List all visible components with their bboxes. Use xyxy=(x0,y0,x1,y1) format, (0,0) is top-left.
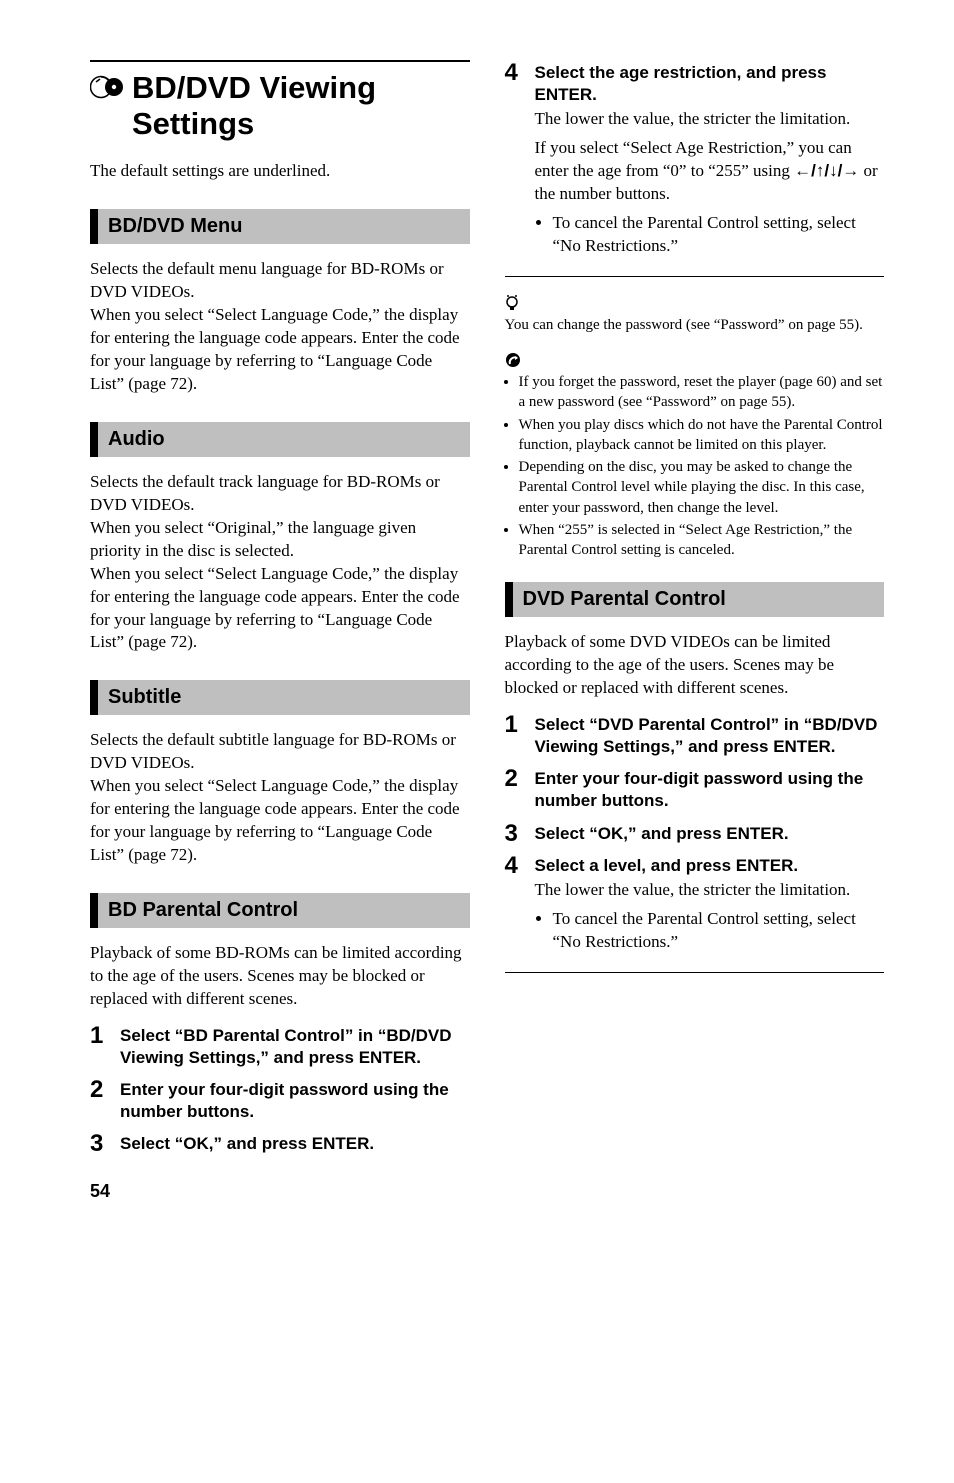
step-number: 4 xyxy=(505,853,535,960)
notes: If you forget the password, reset the pl… xyxy=(505,372,885,560)
step-title: Select a level, and press ENTER. xyxy=(535,855,885,877)
step-title: Select the age restriction, and press EN… xyxy=(535,62,885,106)
right-column: 4 Select the age restriction, and press … xyxy=(505,60,885,1163)
step-number: 4 xyxy=(505,60,535,264)
arrow-keys-icon: ←/↑/↓/→ xyxy=(794,161,859,180)
step-body: Select “DVD Parental Control” in “BD/DVD… xyxy=(535,712,885,760)
tip-icon xyxy=(505,293,885,313)
step-title: Select “BD Parental Control” in “BD/DVD … xyxy=(120,1025,470,1069)
section-bd-dvd-menu: BD/DVD Menu xyxy=(90,209,470,244)
top-rule xyxy=(90,60,470,62)
divider xyxy=(505,276,885,277)
step-body: Select a level, and press ENTER. The low… xyxy=(535,853,885,960)
main-heading-text: BD/DVD Viewing Settings xyxy=(132,70,470,141)
dvd-parental-steps: 1 Select “DVD Parental Control” in “BD/D… xyxy=(505,712,885,959)
step-desc: If you select “Select Age Restriction,” … xyxy=(535,137,885,206)
step-bullet-list: To cancel the Parental Control setting, … xyxy=(535,908,885,954)
step-bullet: To cancel the Parental Control setting, … xyxy=(553,212,885,258)
note-item: When you play discs which do not have th… xyxy=(519,415,885,456)
right-step4: 4 Select the age restriction, and press … xyxy=(505,60,885,264)
body-audio: Selects the default track language for B… xyxy=(90,471,470,655)
note-icon xyxy=(505,349,885,370)
step-item: 3 Select “OK,” and press ENTER. xyxy=(90,1131,470,1157)
step-item: 4 Select a level, and press ENTER. The l… xyxy=(505,853,885,960)
section-dvd-parental: DVD Parental Control xyxy=(505,582,885,617)
main-heading: BD/DVD Viewing Settings xyxy=(90,70,470,141)
body-bd-parental: Playback of some BD-ROMs can be limited … xyxy=(90,942,470,1011)
step-title: Select “OK,” and press ENTER. xyxy=(120,1133,470,1155)
step-number: 2 xyxy=(505,766,535,814)
step-item: 1 Select “DVD Parental Control” in “BD/D… xyxy=(505,712,885,760)
body-subtitle: Selects the default subtitle language fo… xyxy=(90,729,470,867)
step-title: Select “OK,” and press ENTER. xyxy=(535,823,885,845)
step-body: Enter your four-digit password using the… xyxy=(535,766,885,814)
step-number: 3 xyxy=(505,821,535,847)
step-bullet-list: To cancel the Parental Control setting, … xyxy=(535,212,885,258)
step-item: 4 Select the age restriction, and press … xyxy=(505,60,885,264)
section-subtitle: Subtitle xyxy=(90,680,470,715)
step-body: Select the age restriction, and press EN… xyxy=(535,60,885,264)
step-number: 1 xyxy=(505,712,535,760)
intro-text: The default settings are underlined. xyxy=(90,161,470,181)
step-number: 3 xyxy=(90,1131,120,1157)
note-item: Depending on the disc, you may be asked … xyxy=(519,457,885,518)
tip-text: You can change the password (see “Passwo… xyxy=(505,315,885,335)
page-number: 54 xyxy=(90,1181,884,1202)
section-audio: Audio xyxy=(90,422,470,457)
step-title: Select “DVD Parental Control” in “BD/DVD… xyxy=(535,714,885,758)
step-item: 1 Select “BD Parental Control” in “BD/DV… xyxy=(90,1023,470,1071)
step-item: 2 Enter your four-digit password using t… xyxy=(505,766,885,814)
step-desc: The lower the value, the stricter the li… xyxy=(535,108,885,131)
step-body: Enter your four-digit password using the… xyxy=(120,1077,470,1125)
step-number: 2 xyxy=(90,1077,120,1125)
note-item: When “255” is selected in “Select Age Re… xyxy=(519,520,885,561)
step-item: 2 Enter your four-digit password using t… xyxy=(90,1077,470,1125)
bd-parental-steps: 1 Select “BD Parental Control” in “BD/DV… xyxy=(90,1023,470,1157)
note-item: If you forget the password, reset the pl… xyxy=(519,372,885,413)
step-title: Enter your four-digit password using the… xyxy=(120,1079,470,1123)
step-bullet: To cancel the Parental Control setting, … xyxy=(553,908,885,954)
section-bd-parental: BD Parental Control xyxy=(90,893,470,928)
left-column: BD/DVD Viewing Settings The default sett… xyxy=(90,60,470,1163)
disc-icon xyxy=(90,74,124,100)
step-number: 1 xyxy=(90,1023,120,1071)
body-dvd-parental: Playback of some DVD VIDEOs can be limit… xyxy=(505,631,885,700)
column-container: BD/DVD Viewing Settings The default sett… xyxy=(90,60,884,1163)
step-title: Enter your four-digit password using the… xyxy=(535,768,885,812)
step-body: Select “BD Parental Control” in “BD/DVD … xyxy=(120,1023,470,1071)
body-bd-dvd-menu: Selects the default menu language for BD… xyxy=(90,258,470,396)
step-body: Select “OK,” and press ENTER. xyxy=(535,821,885,847)
page: BD/DVD Viewing Settings The default sett… xyxy=(0,0,954,1232)
step-desc: The lower the value, the stricter the li… xyxy=(535,879,885,902)
step-body: Select “OK,” and press ENTER. xyxy=(120,1131,470,1157)
divider xyxy=(505,972,885,973)
step-item: 3 Select “OK,” and press ENTER. xyxy=(505,821,885,847)
